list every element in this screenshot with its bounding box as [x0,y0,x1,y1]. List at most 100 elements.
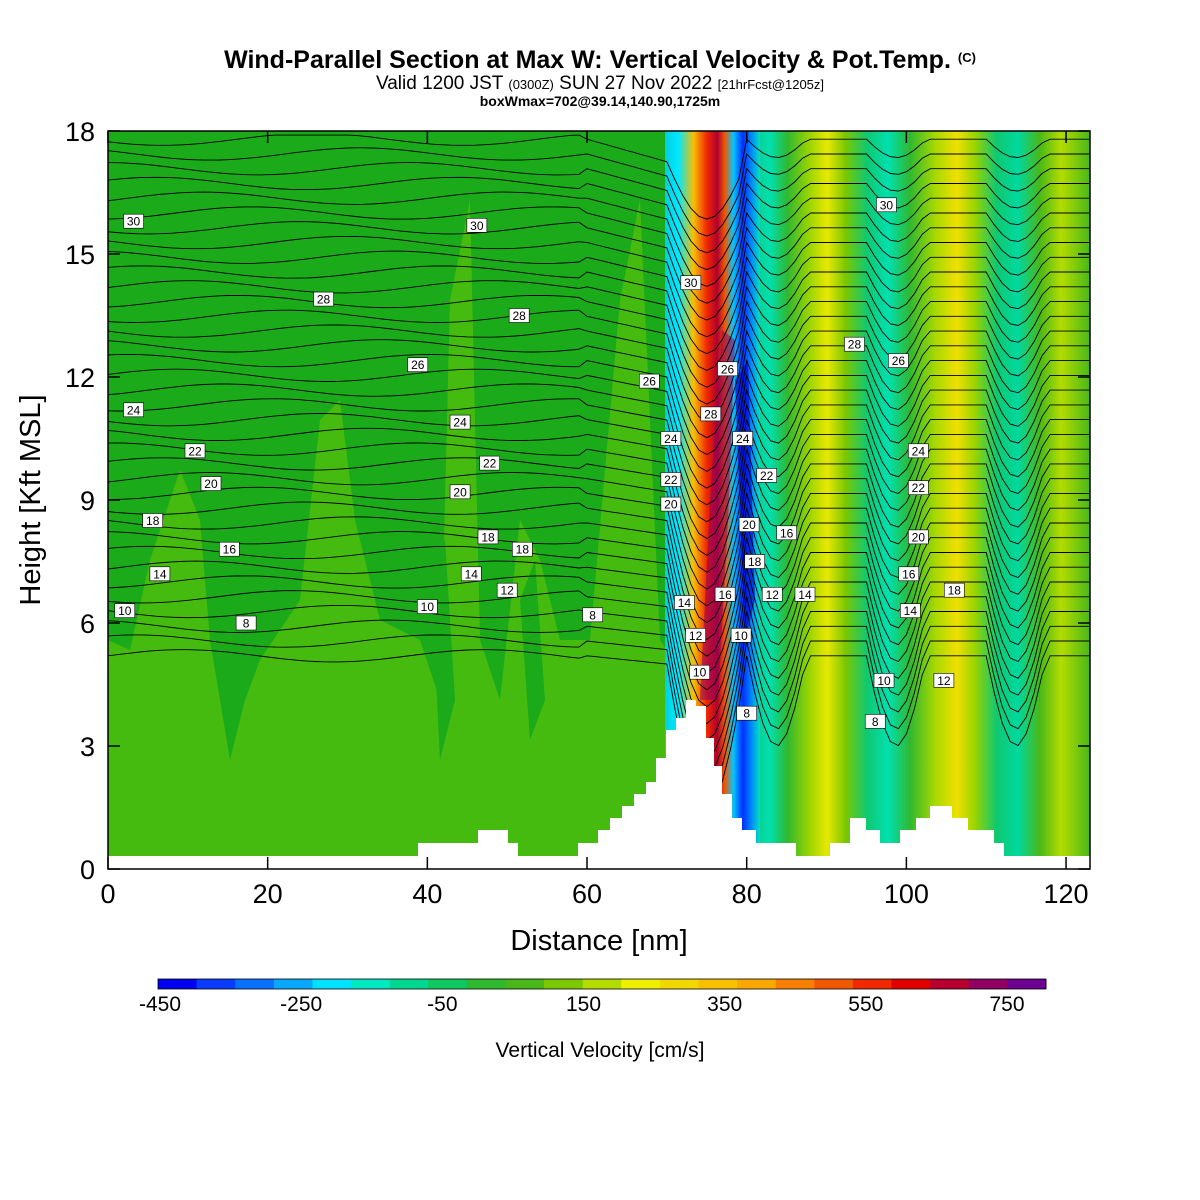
contour-label-text: 14 [798,588,812,602]
colorbar-label: -250 [280,993,322,1016]
contour-label-text: 14 [904,604,918,618]
isentrope-line [108,162,1090,254]
contour-label-text: 20 [204,477,218,491]
contour-label-text: 30 [880,198,894,212]
contour-label-box [496,582,518,598]
contour-label: 22 [908,480,929,495]
isentrope-line [108,134,1090,220]
contour-label-text: 24 [912,444,926,458]
contour-label-box [680,275,702,291]
colorbar-swatch [428,979,468,989]
contour-label-text: 10 [421,600,435,614]
colorbar-swatch [1007,979,1047,989]
contour-label: 26 [407,357,429,372]
contour-label-text: 24 [736,432,750,446]
x-tick-label: 0 [100,879,115,909]
isentrope-line [108,309,1090,422]
contour-label: 22 [756,468,777,483]
colorbar-swatch [621,979,661,989]
x-tick-label: 20 [253,879,283,909]
y-tick-label: 0 [80,855,95,885]
colorbar-label: 750 [989,993,1024,1016]
contour-label-text: 8 [243,617,250,631]
contour-label-box [844,336,865,352]
isentrope-line [108,147,1090,237]
contour-label-box [756,468,777,483]
isentrope-line [108,324,1090,439]
contour-label-text: 22 [664,473,678,487]
contour-label: 24 [908,443,929,458]
x-tick-label: 40 [412,879,442,909]
contour-label-text: 8 [589,608,596,622]
contour-label-text: 28 [704,407,718,421]
contour-label-box [660,496,682,512]
contour-label: 8 [235,615,257,631]
contour-label-box [638,373,660,389]
contour-label-box [142,513,164,528]
contour-label-box [736,705,757,721]
contour-label-box [933,673,955,688]
contour-label-text: 26 [643,375,657,389]
colorbar-swatch [544,979,584,989]
colorbar-label: 550 [848,993,883,1016]
contour-label: 24 [449,414,471,430]
weak-downdraft-patch [520,560,545,740]
contour-label-text: 30 [684,276,698,290]
contour-label-text: 28 [848,338,862,352]
contour-label: 14 [460,566,482,581]
contour-label-box [149,566,171,582]
colorbar-swatch [351,979,391,989]
isentrope-line [108,560,1090,708]
contour-label: 30 [680,275,702,291]
contour-label-box [700,406,722,422]
contour-label-text: 22 [912,481,926,495]
isentrope-line [108,354,1090,472]
contour-label: 24 [123,402,144,417]
contour-label-box [313,291,334,307]
isentrope-line [108,427,1090,556]
contour-label-box [744,554,765,569]
isentrope-line [108,294,1090,405]
contour-label-box [943,582,965,598]
isentrope-line [108,206,1090,304]
contour-label-text: 12 [501,584,515,598]
contour-label: 18 [744,554,765,569]
isentrope-line [108,339,1090,456]
colorbar [157,978,1047,990]
colorbar-swatch [196,979,236,989]
contour-label: 28 [844,336,865,352]
max-updraft-core [700,330,735,700]
y-tick-label: 9 [80,486,95,516]
isentrope-line [108,250,1090,355]
isentrope-line [108,368,1090,489]
contour-label-box [477,529,499,545]
colorbar-swatch [659,979,700,989]
terrain-mask [108,700,1090,869]
contour-label-text: 14 [465,567,479,581]
contour-label-box [114,603,136,619]
contour-label: 16 [776,525,797,540]
contour-label-text: 30 [470,219,484,233]
isentrope-line [108,235,1090,338]
colorbar-swatch [698,979,738,989]
contour-label-box [732,431,754,446]
contour-label-box [794,586,816,602]
low-level-updraft-field [108,200,700,869]
colorbar-title: Vertical Velocity [cm/s] [496,1039,705,1062]
contour-label-text: 10 [734,629,748,643]
contour-label: 14 [900,603,921,618]
contour-label: 18 [477,529,499,545]
contour-label: 20 [660,496,682,512]
x-tick-label: 60 [572,879,602,909]
contour-label: 26 [638,373,660,389]
contour-label-box [898,566,920,582]
copyright-mark: (C) [957,50,976,65]
isentrope-line [108,383,1090,506]
contour-label-box [864,714,886,729]
contour-label: 28 [313,291,334,307]
colorbar-swatch [505,979,545,989]
contour-label: 10 [689,664,710,680]
contour-label-text: 18 [748,555,762,569]
colorbar-swatch [891,979,931,989]
